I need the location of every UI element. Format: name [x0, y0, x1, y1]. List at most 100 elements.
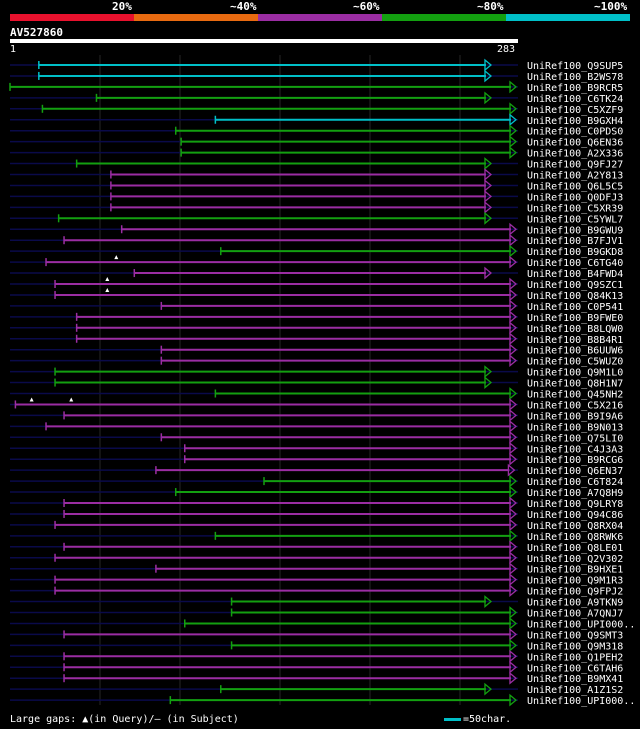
hit-row[interactable]: UniRef100_B7FJV1 — [10, 233, 623, 247]
hit-label[interactable]: UniRef100_B9I9A6 — [527, 411, 623, 422]
hit-label[interactable]: UniRef100_Q6EN37 — [527, 466, 623, 477]
hit-row[interactable]: UniRef100_B9RCG6 — [10, 452, 623, 466]
hit-row[interactable]: UniRef100_C5X216 — [10, 398, 623, 411]
hit-label[interactable]: UniRef100_Q8LE01 — [527, 543, 623, 554]
hit-row[interactable]: UniRef100_B9GKD8 — [10, 244, 623, 258]
hit-label[interactable]: UniRef100_C0PDS0 — [527, 127, 623, 138]
hit-label[interactable]: UniRef100_Q8H1N7 — [527, 379, 623, 390]
hit-row[interactable]: UniRef100_C6TK24 — [10, 91, 623, 105]
hit-label[interactable]: UniRef100_B8LQW0 — [527, 324, 623, 335]
hit-row[interactable]: UniRef100_B8LQW0 — [10, 321, 623, 335]
hit-label[interactable]: UniRef100_B9GKD8 — [527, 247, 623, 258]
hit-label[interactable]: UniRef100_A7QNJ7 — [527, 609, 623, 620]
hit-row[interactable]: UniRef100_C0PDS0 — [10, 124, 623, 138]
hit-label[interactable]: UniRef100_C4J3A3 — [527, 444, 623, 455]
hit-label[interactable]: UniRef100_B9RCR5 — [527, 83, 623, 94]
hit-label[interactable]: UniRef100_Q9M1R3 — [527, 576, 623, 587]
hit-row[interactable]: UniRef100_B9FWE0 — [10, 310, 623, 324]
hit-row[interactable]: UniRef100_B9HXE1 — [10, 562, 623, 576]
hit-label[interactable]: UniRef100_Q9LRY8 — [527, 499, 623, 510]
hit-row[interactable]: UniRef100_Q9SZC1 — [10, 277, 623, 291]
hit-label[interactable]: UniRef100_B9FWE0 — [527, 313, 623, 324]
hit-label[interactable]: UniRef100_Q75LI0 — [527, 433, 623, 444]
hit-row[interactable]: UniRef100_B9RCR5 — [9, 80, 623, 94]
hit-row[interactable]: UniRef100_Q0DFJ3 — [10, 190, 623, 203]
hit-row[interactable]: UniRef100_A2X336 — [10, 146, 623, 160]
hit-row[interactable]: UniRef100_Q8RWK6 — [10, 529, 623, 543]
hit-row[interactable]: UniRef100_B4FWD4 — [10, 266, 623, 280]
hit-row[interactable]: UniRef100_B9I9A6 — [10, 409, 623, 422]
hit-row[interactable]: UniRef100_C6TG40 — [10, 255, 623, 269]
hit-row[interactable]: UniRef100_A7Q8H9 — [10, 485, 623, 499]
hit-row[interactable]: UniRef100_C6T824 — [10, 474, 623, 488]
hit-row[interactable]: UniRef100_Q9LRY8 — [10, 496, 623, 510]
hit-row[interactable]: UniRef100_B8B4R1 — [10, 332, 623, 346]
hit-label[interactable]: UniRef100_A2X336 — [527, 149, 623, 160]
hit-row[interactable]: UniRef100_Q9M1R3 — [10, 573, 623, 587]
hit-row[interactable]: UniRef100_B9GWU9 — [10, 222, 623, 236]
hit-label[interactable]: UniRef100_Q8RWK6 — [527, 532, 623, 543]
hit-row[interactable]: UniRef100_Q6EN36 — [10, 135, 623, 149]
hit-label[interactable]: UniRef100_B8B4R1 — [527, 335, 623, 346]
hit-label[interactable]: UniRef100_Q84K13 — [527, 291, 623, 302]
hit-label[interactable]: UniRef100_B9HXE1 — [527, 565, 623, 576]
hit-label[interactable]: UniRef100_C5XR39 — [527, 203, 623, 214]
hit-label[interactable]: UniRef100_B9GWU9 — [527, 225, 623, 236]
hit-label[interactable]: UniRef100_Q9M318 — [527, 641, 623, 652]
hit-row[interactable]: UniRef100_Q94C86 — [10, 507, 623, 521]
hit-label[interactable]: UniRef100_Q6EN36 — [527, 138, 623, 149]
hit-row[interactable]: UniRef100_UPI000.. — [10, 617, 635, 630]
hit-label[interactable]: UniRef100_B4FWD4 — [527, 269, 623, 280]
hit-row[interactable]: UniRef100_Q84K13 — [10, 288, 623, 302]
hit-label[interactable]: UniRef100_Q45NH2 — [527, 390, 623, 401]
hit-row[interactable]: UniRef100_C6TAH6 — [10, 660, 623, 674]
hit-row[interactable]: UniRef100_C5XZF9 — [10, 102, 623, 116]
hit-row[interactable]: UniRef100_Q45NH2 — [10, 387, 623, 401]
hit-label[interactable]: UniRef100_C5X216 — [527, 400, 623, 411]
hit-label[interactable]: UniRef100_Q9FJ27 — [527, 160, 623, 171]
hit-row[interactable]: UniRef100_Q9SMT3 — [10, 628, 623, 641]
hit-label[interactable]: UniRef100_Q94C86 — [527, 510, 623, 521]
hit-label[interactable]: UniRef100_UPI000.. — [527, 696, 635, 707]
hit-label[interactable]: UniRef100_B9GXH4 — [527, 116, 623, 127]
hit-row[interactable]: UniRef100_C0P541 — [10, 299, 623, 313]
hit-label[interactable]: UniRef100_C5WUZ0 — [527, 357, 623, 368]
hit-label[interactable]: UniRef100_A2Y813 — [527, 171, 623, 182]
hit-label[interactable]: UniRef100_C6TAH6 — [527, 663, 623, 674]
hit-label[interactable]: UniRef100_Q1PEH2 — [527, 652, 623, 663]
hit-label[interactable]: UniRef100_C6TK24 — [527, 94, 623, 105]
hit-row[interactable]: UniRef100_A2Y813 — [10, 168, 623, 182]
hit-row[interactable]: UniRef100_Q1PEH2 — [10, 649, 623, 663]
hit-label[interactable]: UniRef100_C5YWL7 — [527, 214, 623, 225]
hit-label[interactable]: UniRef100_C5XZF9 — [527, 105, 623, 116]
hit-label[interactable]: UniRef100_A7Q8H9 — [527, 488, 623, 499]
hit-label[interactable]: UniRef100_A1Z1S2 — [527, 685, 623, 696]
hit-label[interactable]: UniRef100_Q9M1L0 — [527, 368, 623, 379]
hit-row[interactable]: UniRef100_C5XR39 — [10, 200, 623, 214]
hit-row[interactable]: UniRef100_Q8LE01 — [10, 540, 623, 554]
hit-label[interactable]: UniRef100_B6UUW6 — [527, 346, 623, 357]
hit-row[interactable]: UniRef100_Q6EN37 — [10, 463, 623, 477]
hit-label[interactable]: UniRef100_UPI000.. — [527, 619, 635, 630]
hit-row[interactable]: UniRef100_Q9M318 — [10, 638, 623, 652]
hit-label[interactable]: UniRef100_B9RCG6 — [527, 455, 623, 466]
hit-row[interactable]: UniRef100_Q9FJ27 — [10, 157, 623, 171]
hit-label[interactable]: UniRef100_Q9SZC1 — [527, 280, 623, 291]
hit-label[interactable]: UniRef100_B7FJV1 — [527, 236, 623, 247]
hit-row[interactable]: UniRef100_B6UUW6 — [10, 343, 623, 357]
hit-label[interactable]: UniRef100_C0P541 — [527, 302, 623, 313]
hit-row[interactable]: UniRef100_B9GXH4 — [10, 113, 623, 127]
hit-row[interactable]: UniRef100_Q9M1L0 — [10, 365, 623, 379]
hit-label[interactable]: UniRef100_Q8RX04 — [527, 521, 623, 532]
hit-row[interactable]: UniRef100_B2WS78 — [10, 69, 623, 83]
hit-label[interactable]: UniRef100_Q9SUP5 — [527, 61, 623, 72]
hit-label[interactable]: UniRef100_A9TKN9 — [527, 598, 623, 609]
hit-row[interactable]: UniRef100_C5WUZ0 — [10, 354, 623, 368]
hit-label[interactable]: UniRef100_C6T824 — [527, 477, 623, 488]
hit-row[interactable]: UniRef100_Q6L5C5 — [10, 179, 623, 192]
hit-label[interactable]: UniRef100_Q2V302 — [527, 554, 623, 565]
hit-row[interactable]: UniRef100_Q75LI0 — [10, 430, 623, 444]
hit-row[interactable]: UniRef100_A9TKN9 — [10, 595, 623, 609]
hit-row[interactable]: UniRef100_B9N013 — [10, 419, 623, 433]
hit-label[interactable]: UniRef100_C6TG40 — [527, 258, 623, 269]
